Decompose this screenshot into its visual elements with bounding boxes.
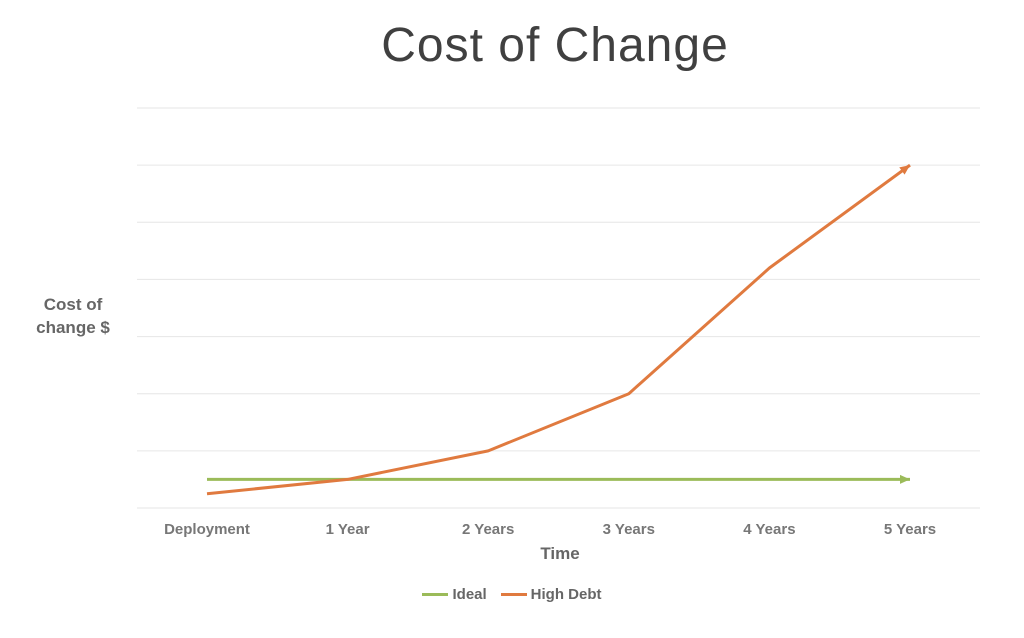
series-line-1	[206, 163, 911, 496]
x-tick-label: 1 Year	[326, 521, 370, 538]
y-axis-label-line-2: change $	[36, 318, 110, 337]
legend-label-ideal: Ideal	[452, 586, 487, 603]
legend-item-high-debt: High Debt	[500, 586, 602, 603]
legend-swatch-high-debt	[500, 593, 527, 596]
x-tick-labels: Deployment 1 Year 2 Years 3 Years 4 Years 5 Y…	[164, 521, 936, 538]
x-tick-label: Deployment	[164, 521, 250, 538]
series-group	[206, 163, 911, 496]
chart-title: Cost of Change	[381, 19, 729, 72]
x-tick-label: 3 Years	[603, 521, 655, 538]
series-arrowhead-1	[899, 165, 910, 175]
y-axis-label: Cost of change $	[18, 293, 128, 339]
x-tick-label: 5 Years	[884, 521, 936, 538]
legend-item-ideal: Ideal	[422, 586, 487, 603]
x-tick-label: 2 Years	[462, 521, 514, 538]
legend: Ideal High Debt	[0, 586, 1024, 603]
y-axis-label-line-1: Cost of	[43, 295, 103, 314]
legend-label-high-debt: High Debt	[530, 586, 602, 603]
x-axis-label: Time	[540, 544, 580, 563]
gridlines	[137, 107, 980, 509]
series-arrowhead-0	[900, 474, 910, 484]
legend-swatch-ideal	[422, 593, 449, 596]
x-tick-label: 4 Years	[743, 521, 795, 538]
